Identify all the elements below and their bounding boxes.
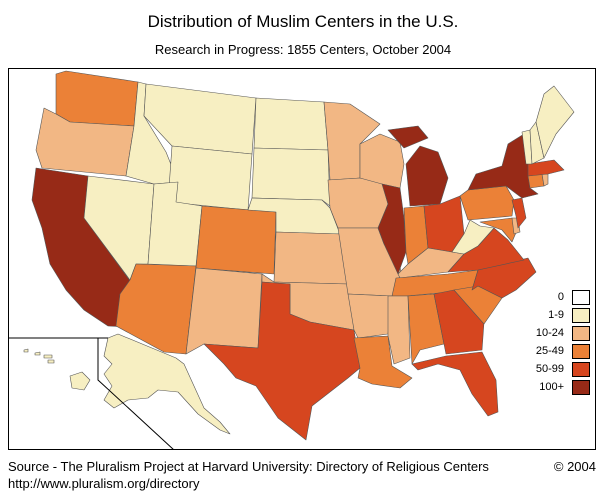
state-mississippi: [387, 295, 411, 365]
state-michigan: [387, 125, 449, 207]
state-florida: [411, 351, 499, 417]
legend-item: 0: [510, 288, 590, 306]
legend-label: 10-24: [535, 327, 564, 339]
legend-swatch: [572, 379, 590, 395]
state-georgia: [433, 289, 485, 355]
legend-label: 0: [557, 291, 564, 303]
legend-label: 100+: [539, 381, 564, 393]
state-new-jersey: [511, 197, 527, 229]
state-louisiana: [353, 335, 413, 389]
state-kansas: [273, 231, 349, 285]
legend-item: 1-9: [510, 306, 590, 324]
state-massachusetts: [527, 159, 565, 177]
state-colorado: [195, 205, 277, 275]
copyright: © 2004: [553, 459, 596, 474]
state-washington: [55, 70, 139, 127]
legend-swatch: [572, 289, 590, 305]
legend-item: 100+: [510, 378, 590, 396]
state-hawaii: [23, 348, 91, 391]
state-maine: [535, 85, 575, 159]
map-subtitle: Research in Progress: 1855 Centers, Octo…: [154, 42, 452, 57]
source-credit: Source - The Pluralism Project at Harvar…: [8, 459, 489, 474]
state-west-virginia: [451, 219, 495, 255]
state-pennsylvania: [459, 185, 515, 221]
legend-label: 1-9: [548, 309, 564, 321]
legend-label: 50-99: [535, 363, 564, 375]
legend-item: 50-99: [510, 360, 590, 378]
legend-swatch: [572, 361, 590, 377]
source-url: http://www.pluralism.org/directory: [8, 476, 200, 491]
state-texas: [203, 281, 361, 441]
state-wisconsin: [359, 133, 405, 189]
state-arizona: [115, 263, 197, 355]
map-title: Distribution of Muslim Centers in the U.…: [147, 12, 459, 31]
state-alabama: [407, 293, 445, 365]
us-map: [8, 70, 575, 450]
legend-swatch: [572, 307, 590, 323]
state-south-dakota: [251, 147, 331, 207]
state-north-dakota: [253, 97, 329, 151]
legend-item: 10-24: [510, 324, 590, 342]
legend-label: 25-49: [535, 345, 564, 357]
legend: 0 1-9 10-24 25-49 50-99 100+: [510, 288, 590, 396]
legend-item: 25-49: [510, 342, 590, 360]
state-maryland: [479, 217, 519, 243]
legend-swatch: [572, 325, 590, 341]
legend-swatch: [572, 343, 590, 359]
state-connecticut: [527, 173, 545, 189]
state-new-mexico: [185, 267, 263, 355]
state-wyoming: [167, 145, 253, 211]
state-iowa: [327, 177, 389, 229]
state-alaska: [103, 333, 231, 435]
state-arkansas: [347, 293, 393, 339]
